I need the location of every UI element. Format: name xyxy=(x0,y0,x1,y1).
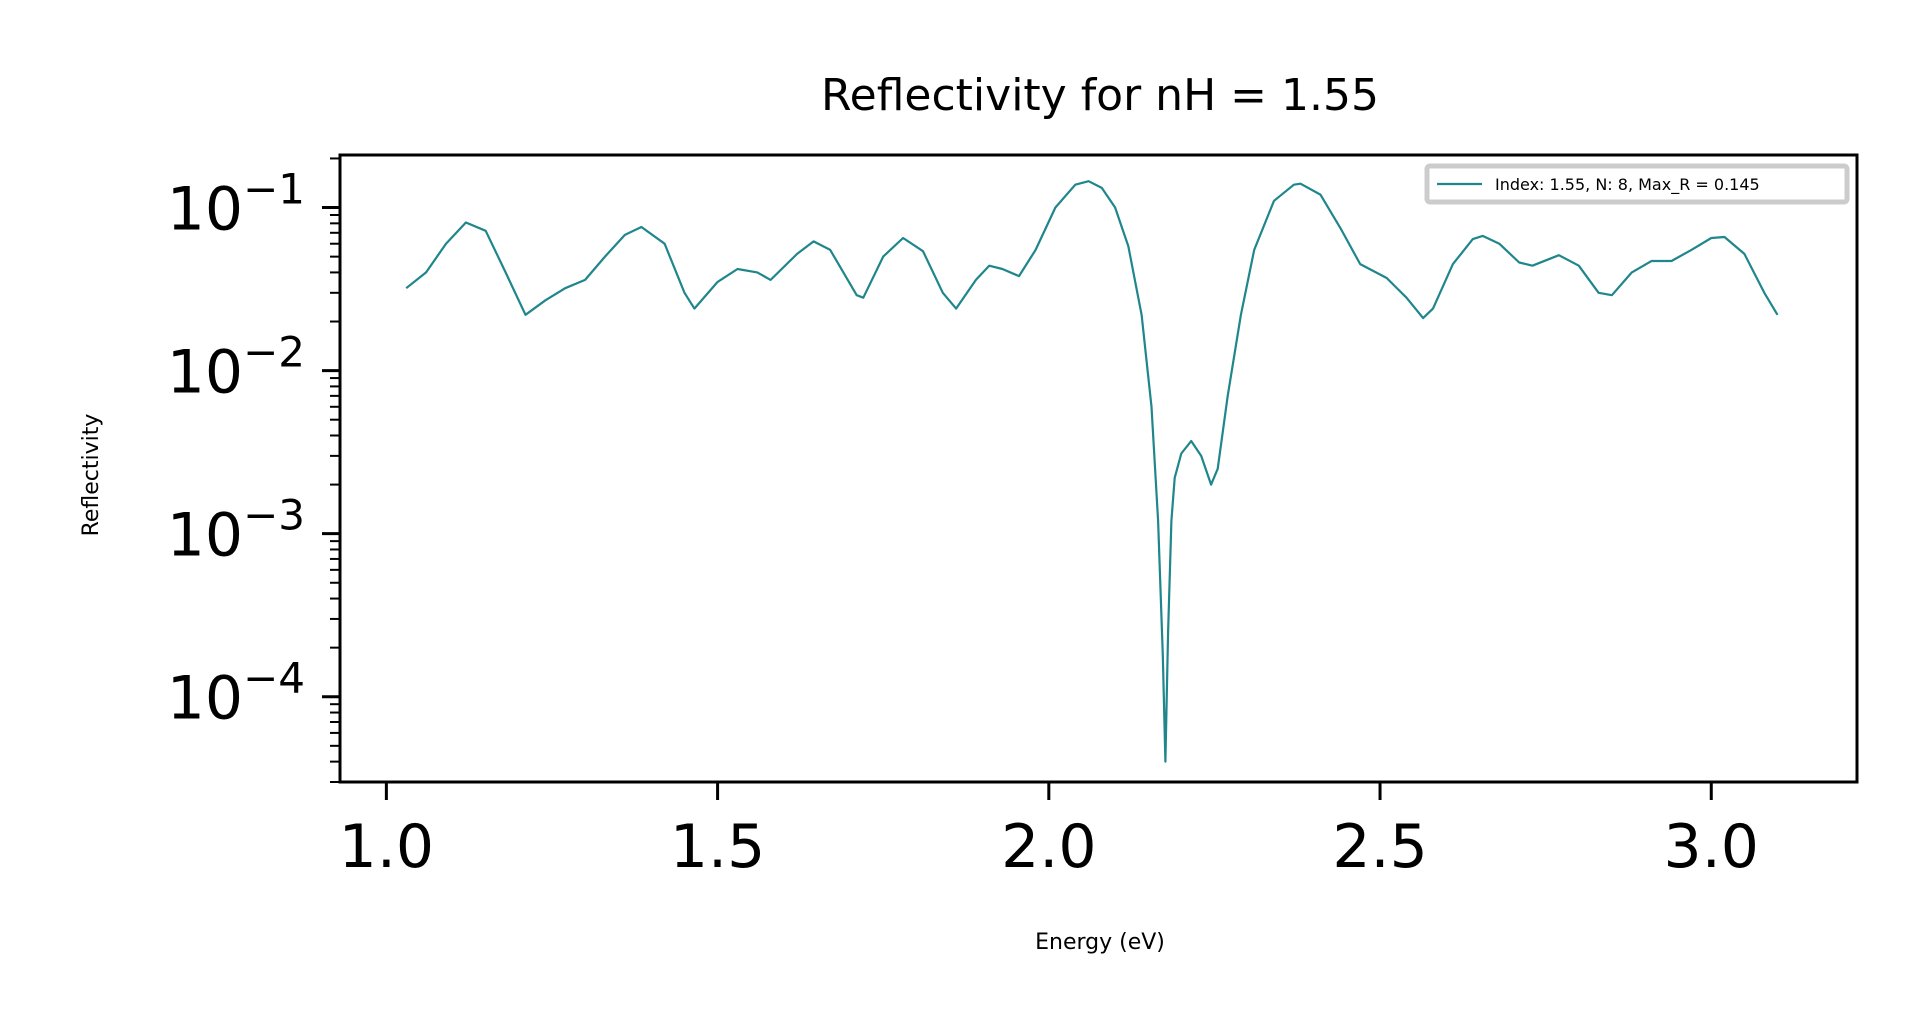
legend: Index: 1.55, N: 8, Max_R = 0.145 xyxy=(1424,163,1850,205)
legend-label: Index: 1.55, N: 8, Max_R = 0.145 xyxy=(1495,175,1760,195)
y-tick-label: 10−4 xyxy=(167,654,305,734)
x-tick-label: 1.0 xyxy=(339,812,434,882)
x-tick-label: 2.5 xyxy=(1332,812,1427,882)
x-axis-label: Energy (eV) xyxy=(1035,930,1165,955)
plot-frame xyxy=(338,153,1859,784)
y-tick-label: 10−3 xyxy=(167,491,305,571)
legend-box xyxy=(1424,163,1850,205)
x-tick-label: 3.0 xyxy=(1664,812,1759,882)
series-line xyxy=(405,180,1779,763)
x-tick-label: 1.5 xyxy=(670,812,765,882)
y-axis-label: Reflectivity xyxy=(79,414,104,537)
y-tick-label: 10−1 xyxy=(167,165,305,245)
x-tick-label: 2.0 xyxy=(1001,812,1096,882)
plot-area xyxy=(405,180,1779,763)
y-tick-label: 10−2 xyxy=(167,328,305,408)
axis-ticks: 1.0 1.5 2.0 2.5 3.0 10−1 10−2 10−3 10−4 xyxy=(167,157,1759,882)
chart-title: Reflectivity for nH = 1.55 xyxy=(821,70,1379,121)
